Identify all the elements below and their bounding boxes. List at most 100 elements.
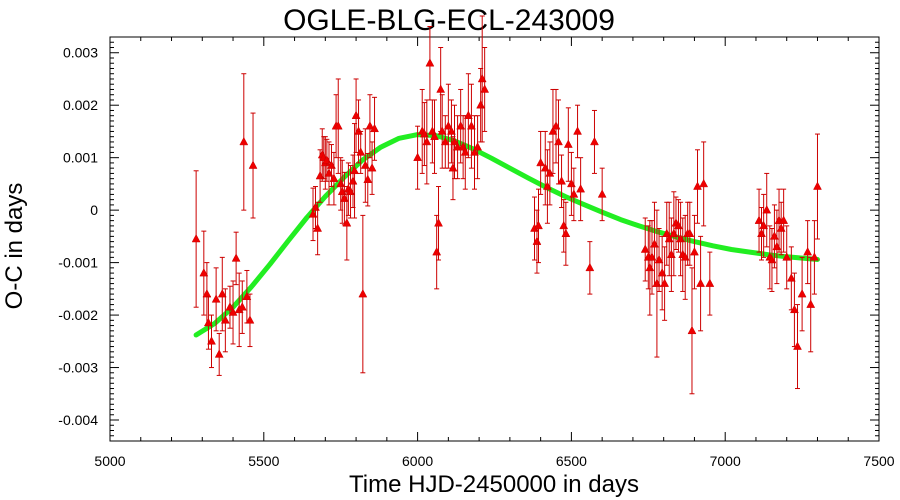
data-point <box>447 99 456 164</box>
point-marker <box>690 247 699 256</box>
point-marker <box>248 160 258 169</box>
data-point <box>534 188 543 264</box>
point-marker <box>315 171 325 180</box>
x-tick-label: 5500 <box>248 453 279 469</box>
point-marker <box>425 58 435 67</box>
point-marker <box>436 84 446 93</box>
data-point <box>248 112 258 219</box>
data-points-layer <box>191 15 822 395</box>
data-point <box>640 217 650 282</box>
axis-ticks: 5000 5500 6000 6500 7000 7500 0.003 0.002 0.001 0… <box>58 37 895 469</box>
data-point <box>545 141 555 206</box>
x-tick-label: 6000 <box>402 453 433 469</box>
point-marker <box>576 184 586 193</box>
data-point <box>561 201 571 266</box>
point-marker <box>365 121 375 130</box>
x-tick-label: 7500 <box>863 453 894 469</box>
y-tick-label: -0.002 <box>58 307 98 323</box>
point-marker <box>432 247 442 256</box>
point-marker <box>437 126 447 135</box>
point-marker <box>470 147 479 156</box>
point-marker <box>779 215 789 224</box>
point-marker <box>434 218 443 227</box>
point-marker <box>463 110 473 119</box>
point-marker <box>569 189 579 198</box>
point-marker <box>211 294 221 303</box>
point-marker <box>191 233 201 243</box>
data-point <box>191 170 201 308</box>
point-marker <box>693 181 702 190</box>
data-point <box>696 235 706 332</box>
data-point <box>645 220 655 316</box>
point-marker <box>534 220 543 230</box>
data-point <box>463 73 473 159</box>
data-point <box>536 130 546 195</box>
point-marker <box>453 142 463 151</box>
data-point <box>699 141 709 227</box>
fit-curve-line <box>193 132 820 338</box>
data-point <box>204 296 213 350</box>
point-marker <box>467 121 476 130</box>
x-tick-label: 6500 <box>556 453 587 469</box>
data-point <box>460 115 470 190</box>
data-point <box>685 201 695 266</box>
data-point <box>585 241 595 295</box>
point-marker <box>473 142 482 151</box>
point-marker <box>563 139 573 148</box>
point-marker <box>367 163 377 172</box>
data-point <box>557 154 566 209</box>
point-marker <box>561 228 571 238</box>
point-marker <box>313 223 323 232</box>
data-point <box>473 115 482 180</box>
point-marker <box>786 273 796 282</box>
data-point <box>806 256 816 353</box>
point-marker <box>207 336 216 345</box>
point-marker <box>333 121 343 130</box>
data-point <box>797 256 807 332</box>
data-point <box>443 83 453 169</box>
point-marker <box>413 152 423 161</box>
data-point <box>453 115 463 180</box>
data-point <box>228 280 238 345</box>
x-tick-label: 5000 <box>94 453 125 469</box>
data-point <box>365 94 375 159</box>
point-marker <box>350 165 359 175</box>
point-marker <box>329 173 339 182</box>
point-marker <box>660 278 670 287</box>
point-marker <box>448 163 458 172</box>
data-point <box>540 130 550 206</box>
data-point <box>660 246 670 321</box>
data-point <box>597 167 607 222</box>
point-marker <box>687 325 697 335</box>
data-point <box>813 133 822 240</box>
point-marker <box>443 121 453 130</box>
data-point <box>413 125 423 190</box>
data-point <box>239 73 249 211</box>
point-marker <box>476 100 486 109</box>
data-point <box>803 220 813 285</box>
y-tick-label: 0 <box>90 202 98 218</box>
data-point <box>430 99 439 174</box>
y-axis-label: O-C in days <box>1 183 28 310</box>
y-tick-label: 0.001 <box>63 150 98 166</box>
data-point <box>425 26 435 101</box>
data-point <box>434 186 443 261</box>
data-point <box>782 225 792 290</box>
point-marker <box>358 289 368 298</box>
point-marker <box>696 278 706 287</box>
data-point <box>342 186 352 261</box>
data-point <box>214 332 224 376</box>
data-point <box>220 288 230 353</box>
point-marker <box>199 268 209 277</box>
point-marker <box>654 254 664 264</box>
data-point <box>590 109 599 174</box>
data-point <box>237 280 247 334</box>
point-marker <box>356 147 366 156</box>
data-point <box>480 46 490 132</box>
chart-title: OGLE-BLG-ECL-243009 <box>283 4 615 37</box>
point-marker <box>460 147 470 156</box>
data-point <box>436 46 446 132</box>
y-tick-label: -0.001 <box>58 255 98 271</box>
x-axis-label: Time HJD-2450000 in days <box>349 471 639 498</box>
